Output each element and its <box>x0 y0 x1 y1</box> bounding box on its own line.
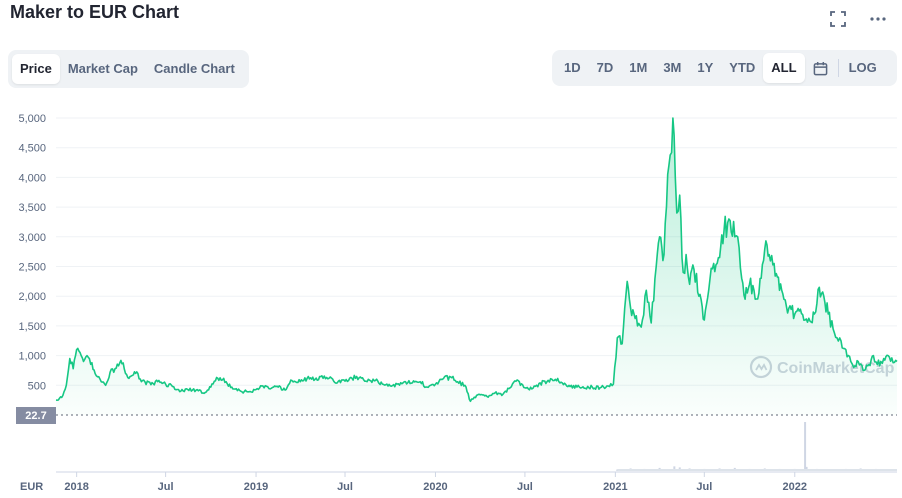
range-1d[interactable]: 1D <box>564 60 581 75</box>
y-tick-label: 2,500 <box>18 262 46 274</box>
y-tick-label: 500 <box>28 380 46 392</box>
fullscreen-icon-glyph <box>830 11 846 27</box>
x-tick-label: 2020 <box>423 481 447 493</box>
x-tick-label: 2022 <box>783 481 807 493</box>
x-tick-label: Jul <box>158 481 174 493</box>
y-axis: 500 1,000 1,500 2,000 2,500 3,000 3,500 4,000 4,… <box>18 113 46 392</box>
more-options-icon[interactable] <box>867 8 889 30</box>
range-1m[interactable]: 1M <box>629 60 648 75</box>
y-tick-label: 1,500 <box>18 321 46 333</box>
tab-price[interactable]: Price <box>12 54 60 84</box>
more-options-icon-glyph <box>870 17 886 21</box>
x-tick-label: 2021 <box>603 481 627 493</box>
y-tick-label: 4,000 <box>18 172 46 184</box>
log-scale-toggle[interactable]: LOG <box>848 60 877 75</box>
range-7d[interactable]: 7D <box>596 60 614 75</box>
price-area <box>56 118 897 415</box>
y-tick-label: 5,000 <box>18 113 46 125</box>
tab-candle-chart[interactable]: Candle Chart <box>153 61 235 76</box>
page-title: Maker to EUR Chart <box>10 2 180 22</box>
y-tick-label: 4,500 <box>18 143 46 155</box>
price-line[interactable] <box>55 117 898 403</box>
range-1y[interactable]: 1Y <box>697 60 714 75</box>
calendar-icon <box>813 62 827 76</box>
x-tick-label: 2019 <box>244 481 268 493</box>
volume-bar <box>673 466 676 471</box>
tab-market-cap[interactable]: Market Cap <box>67 61 138 76</box>
y-tick-label: 2,000 <box>18 291 46 303</box>
x-tick-label: 2018 <box>64 481 88 493</box>
y-tick-label: 3,500 <box>18 202 46 214</box>
volume-baseline <box>617 469 897 471</box>
y-tick-label: 3,000 <box>18 232 46 244</box>
calendar-button[interactable] <box>805 53 836 83</box>
baseline-badge: 22.7 <box>16 407 56 424</box>
x-tick-label: Jul <box>337 481 353 493</box>
fullscreen-icon[interactable] <box>827 8 849 30</box>
x-axis: 2018 Jul 2019 Jul 2020 Jul 2021 Jul 2022 <box>64 472 807 493</box>
volume-bar <box>804 422 807 471</box>
range-3m[interactable]: 3M <box>663 60 682 75</box>
baseline-value: 22.7 <box>25 410 46 422</box>
x-tick-label: Jul <box>517 481 533 493</box>
time-range-selector: 1D 7D 1M 3M 1Y YTD ALL LOG <box>552 50 897 86</box>
y-tick-label: 1,000 <box>18 351 46 363</box>
volume-bar <box>805 466 808 471</box>
range-ytd[interactable]: YTD <box>729 60 756 75</box>
baseline-badge-bg <box>16 407 56 424</box>
range-all[interactable]: ALL <box>763 53 805 83</box>
volume-bars <box>616 422 897 471</box>
chart-type-tabs: Price Market Cap Candle Chart <box>8 50 249 88</box>
range-divider <box>837 59 839 77</box>
currency-label: EUR <box>20 481 43 493</box>
x-tick-label: Jul <box>696 481 712 493</box>
